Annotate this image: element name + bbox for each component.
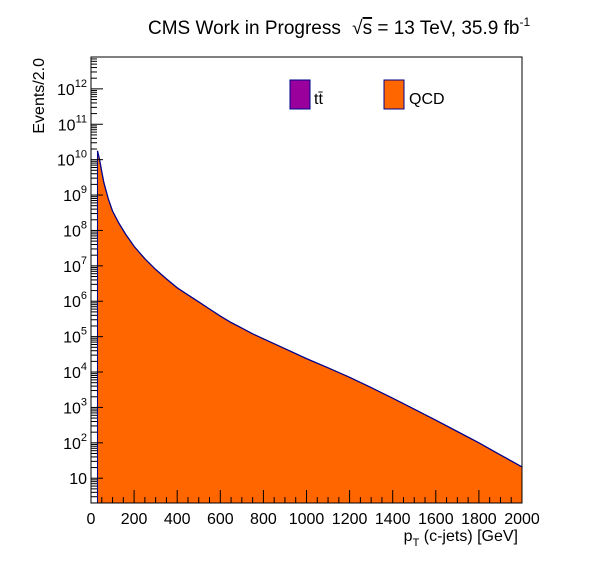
x-tick-label: 1200 [332,511,368,528]
x-tick-label: 0 [87,511,96,528]
x-tick-label: 1400 [375,511,411,528]
y-tick-label: 108 [63,219,87,240]
x-tick-label: 1800 [461,511,497,528]
series-qcd-outline [96,150,523,468]
x-tick-label: 2000 [504,511,540,528]
title-rest: = 13 TeV, 35.9 fb [372,18,519,39]
y-axis-label: Events/2.0 [31,58,48,134]
title-s: s [363,18,373,39]
y-tick-label: 104 [63,361,87,382]
x-label-rest: (c-jets) [GeV] [419,528,518,545]
data-layer [96,150,523,504]
x-tick-label: 1600 [418,511,454,528]
x-tick-label: 200 [121,511,148,528]
legend-swatch-qcd [383,79,405,110]
y-tick-label: 109 [63,184,87,205]
y-tick-label: 10 [69,471,87,488]
x-tick-label: 800 [250,511,277,528]
legend-label-tt: tt̄ [314,91,323,108]
chart-title: CMS Work in Progress √s = 13 TeV, 35.9 f… [148,15,530,39]
y-tick-label: 106 [63,290,87,311]
x-tick-label: 400 [164,511,191,528]
ticks-layer: 0 200 400 600 800 1000 1200 1400 1600 1800 2000101… [57,58,540,528]
x-label-sub: T [413,537,420,549]
title-sup: -1 [519,15,530,29]
y-tick-label: 1012 [57,78,87,99]
y-tick-label: 103 [63,396,87,417]
legend-label-qcd: QCD [409,91,445,108]
y-tick-label: 102 [63,432,87,453]
legend-swatch-tt [289,79,311,110]
y-tick-label: 1011 [58,113,87,134]
series-qcd-area [97,150,522,504]
title-main: CMS Work in Progress [148,18,341,39]
title-sqrt: √ [352,18,363,39]
y-tick-label: 107 [63,255,87,276]
legend: tt̄ QCD [289,79,445,110]
x-tick-label: 600 [207,511,234,528]
x-tick-label: 1000 [289,511,325,528]
x-label-p: p [404,528,413,545]
y-tick-label: 105 [63,326,87,347]
x-axis-label: pT (c-jets) [GeV] [404,528,518,549]
y-tick-label: 1010 [57,149,87,170]
